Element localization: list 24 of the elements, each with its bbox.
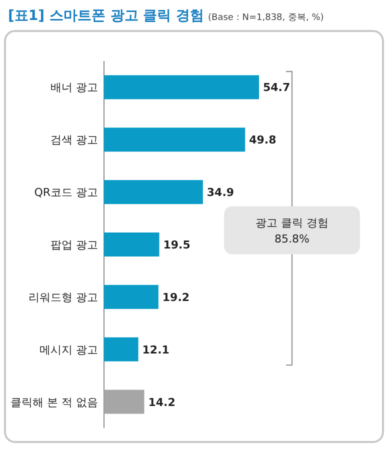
bar — [104, 284, 158, 309]
data-label: 49.8 — [249, 134, 276, 147]
bar — [104, 337, 138, 362]
bar — [104, 180, 203, 204]
y-tick-label: 클릭해 본 적 없음 — [10, 396, 98, 409]
y-tick-label: 팝업 광고 — [50, 238, 98, 252]
y-tick-label: 메시지 광고 — [40, 343, 98, 356]
data-label: 34.9 — [206, 186, 234, 200]
bar — [104, 232, 160, 256]
bar — [104, 128, 246, 152]
y-tick-label: QR코드 광고 — [34, 186, 98, 200]
bar — [104, 390, 144, 414]
data-label: 19.2 — [162, 290, 190, 304]
data-label: 19.5 — [163, 238, 190, 252]
data-label: 54.7 — [263, 81, 290, 94]
annotation: 광고 클릭 경험 85.8% — [256, 216, 328, 246]
y-tick-label: 검색 광고 — [50, 134, 98, 147]
bar — [104, 75, 259, 100]
data-label: 12.1 — [142, 343, 170, 356]
chart-title: [표1] 스마트폰 광고 클릭 경험 — [8, 8, 204, 24]
y-tick-label: 리워드형 광고 — [28, 290, 98, 304]
y-tick-label: 배너 광고 — [50, 81, 98, 94]
chart-subtitle: (Base : N=1,838, 중복, %) — [208, 13, 324, 23]
data-label: 14.2 — [148, 396, 176, 409]
